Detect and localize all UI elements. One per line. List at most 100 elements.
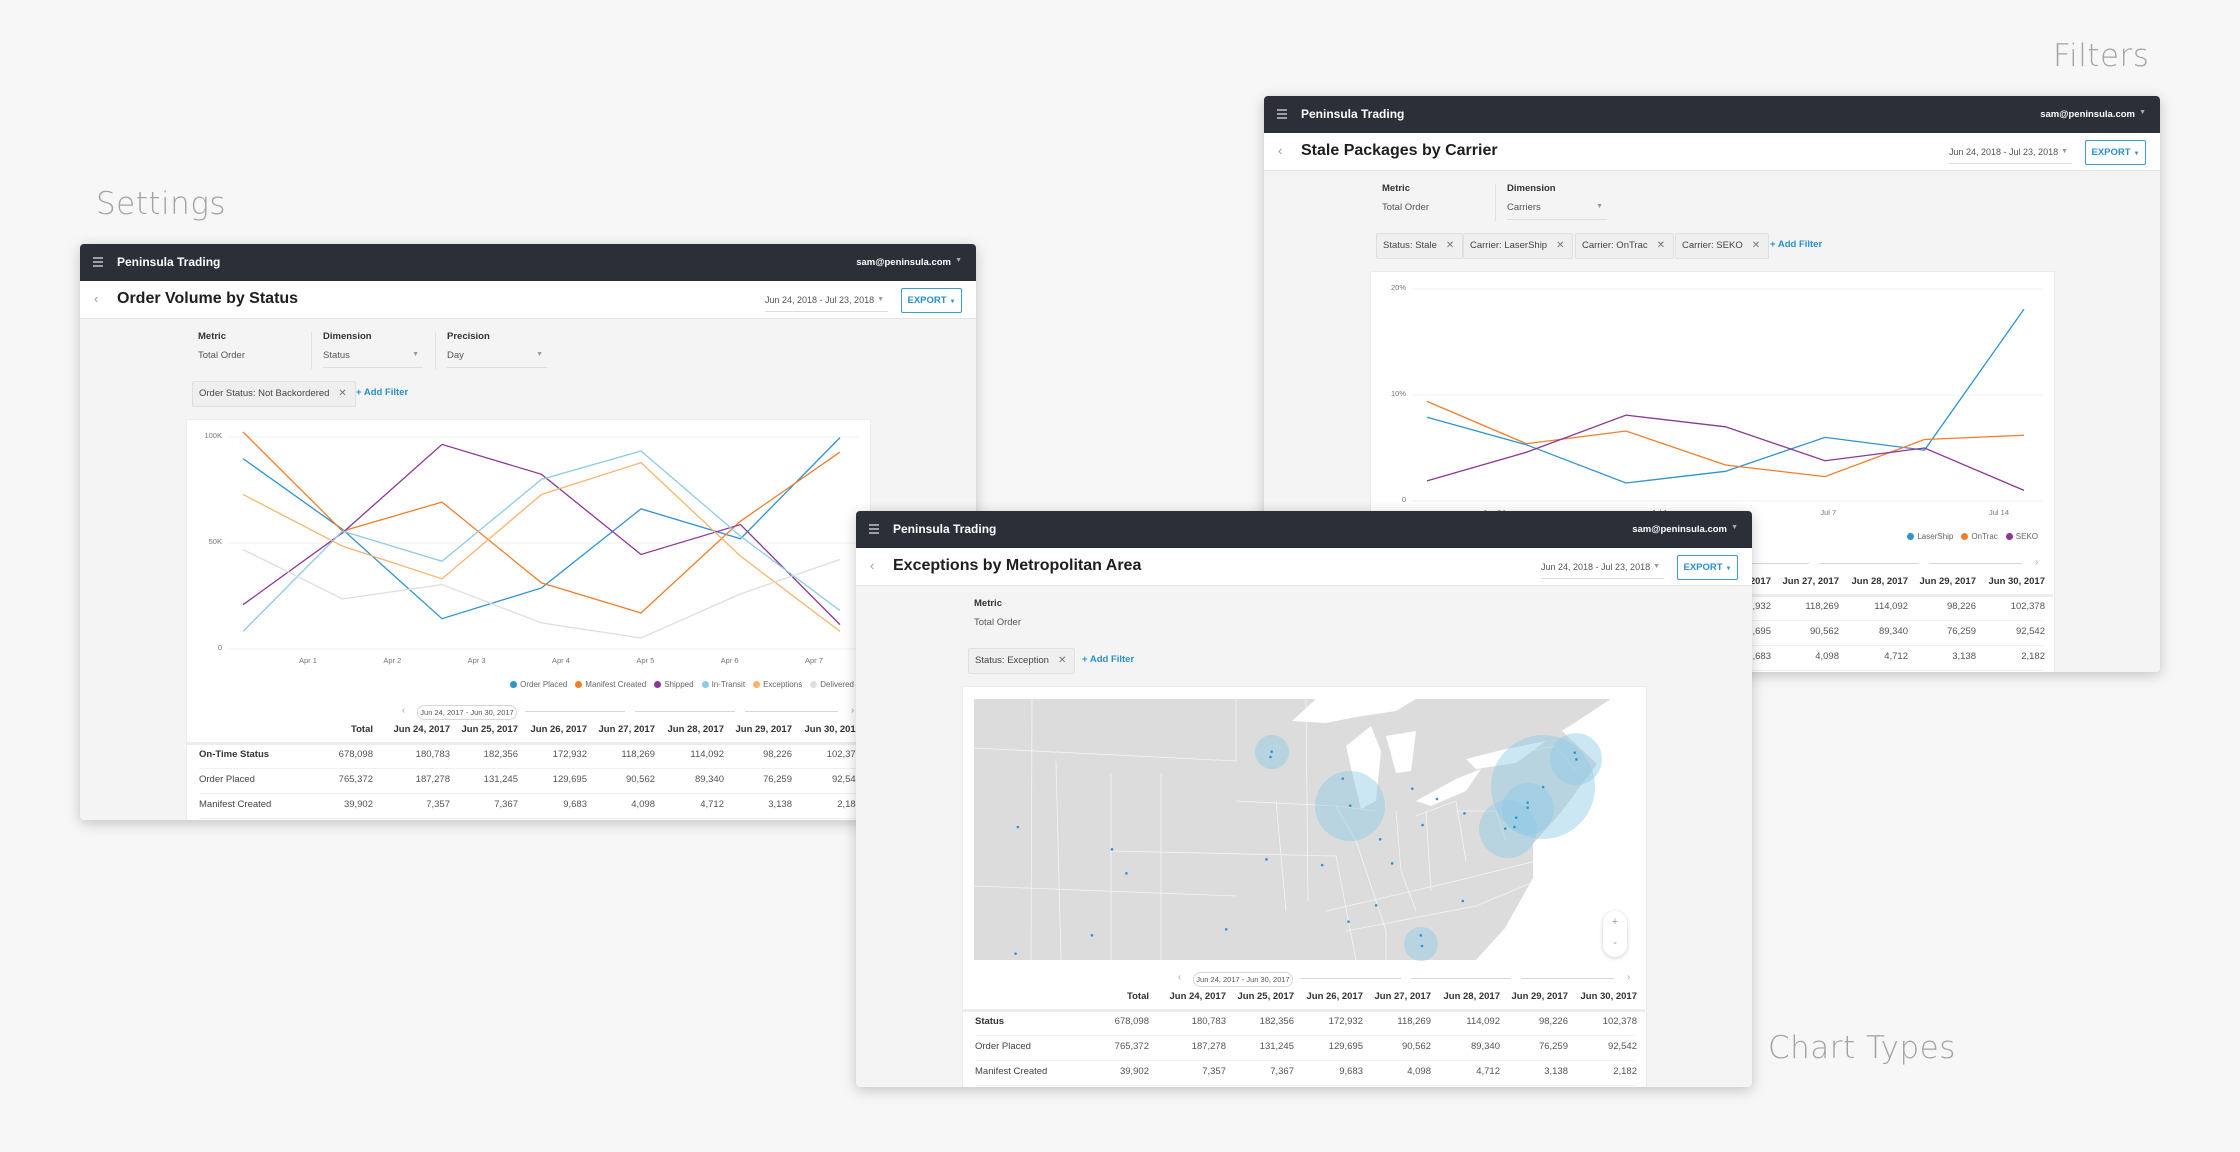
legend-item[interactable]: OnTrac <box>1961 532 1998 541</box>
table-row-divider <box>975 1085 1635 1086</box>
zoom-in-button[interactable]: + <box>1611 916 1619 928</box>
legend-item[interactable]: Order Placed <box>510 680 567 689</box>
series-line-exceptions <box>242 461 841 632</box>
pager-range-label: Jun 24, 2017 - Jun 30, 2017 <box>420 708 514 717</box>
table-cell: 7,367 <box>1270 1066 1294 1077</box>
state-border <box>1335 805 1387 960</box>
legend-item[interactable]: SEKO <box>2005 532 2038 541</box>
table-cell: 187,278 <box>415 774 450 785</box>
remove-filter-x-icon[interactable]: ✕ <box>338 388 347 399</box>
user-account-menu[interactable]: sam@peninsula.com <box>2040 109 2135 120</box>
hamburger-menu-icon[interactable] <box>869 524 879 534</box>
table-cell: 180,783 <box>1191 1016 1226 1027</box>
caret-down-icon[interactable]: ▼ <box>2139 109 2146 116</box>
filter-chip[interactable]: Carrier: SEKO ✕ <box>1675 233 1770 259</box>
caret-down-icon[interactable]: ▼ <box>1731 524 1738 531</box>
legend-label: OnTrac <box>1971 532 1998 541</box>
add-filter-button[interactable]: + Add Filter <box>1082 654 1135 665</box>
legend-item[interactable]: Delivered <box>810 680 854 689</box>
pager-next-chevron-icon[interactable]: › <box>2035 557 2039 568</box>
pager-segment[interactable] <box>1709 563 1809 564</box>
pager-next-chevron-icon[interactable]: › <box>1627 972 1631 983</box>
dimension-select[interactable]: Carriers ▼ <box>1507 202 1607 220</box>
table-cell: 765,372 <box>1114 1041 1149 1052</box>
caret-down-icon: ▼ <box>412 351 419 358</box>
metric-value-text: Total Order <box>198 350 245 361</box>
hamburger-menu-icon[interactable] <box>93 257 103 267</box>
table-cell: 131,245 <box>1259 1041 1294 1052</box>
x-axis-tick-label: Jul 14 <box>1989 508 2010 517</box>
remove-filter-x-icon[interactable]: ✕ <box>1656 240 1666 251</box>
add-filter-button[interactable]: + Add Filter <box>1770 239 1823 250</box>
date-range-select[interactable]: Jun 24, 2018 - Jul 23, 2018 ▼ <box>1949 147 2072 164</box>
table-cell: 9,683 <box>1747 651 1771 662</box>
pager-segment[interactable] <box>1929 563 2022 564</box>
legend-label: SEKO <box>2015 532 2038 541</box>
table-cell: 118,269 <box>1805 601 1839 612</box>
table-column-header: Jun 30, 2017 <box>1988 576 2045 587</box>
filter-chip[interactable]: Carrier: LaserShip ✕ <box>1463 233 1574 259</box>
date-range-select[interactable]: Jun 24, 2018 - Jul 23, 2018 ▼ <box>1541 562 1664 579</box>
filter-chip[interactable]: Carrier: OnTrac ✕ <box>1575 233 1675 259</box>
export-button[interactable]: EXPORT ▼ <box>901 288 962 313</box>
table-cell: 678,098 <box>1114 1016 1149 1027</box>
legend-item[interactable]: LaserShip <box>1907 532 1953 541</box>
pager-segment[interactable] <box>635 711 735 712</box>
export-button[interactable]: EXPORT ▼ <box>1677 555 1738 580</box>
export-button[interactable]: EXPORT ▼ <box>2085 140 2146 165</box>
pager-segment[interactable] <box>1301 978 1401 979</box>
series-line-in-transit <box>242 450 841 632</box>
pager-prev-chevron-icon[interactable]: ‹ <box>402 705 406 716</box>
dimension-select[interactable]: Status ▼ <box>323 350 423 368</box>
legend-label: Manifest Created <box>585 680 647 689</box>
precision-select[interactable]: Day ▼ <box>447 350 547 368</box>
precision-label: Precision <box>447 331 490 342</box>
date-range-select[interactable]: Jun 24, 2018 - Jul 23, 2018 ▼ <box>765 295 888 312</box>
filter-chip[interactable]: Order Status: Not Backordered ✕ <box>192 381 356 407</box>
legend-item[interactable]: Manifest Created <box>575 680 646 689</box>
legend-swatch <box>1907 533 1915 540</box>
pager-range-pill[interactable]: Jun 24, 2017 - Jun 30, 2017 <box>417 705 517 720</box>
legend-item[interactable]: In-Transit <box>701 680 745 689</box>
table-cell: 89,340 <box>694 774 724 785</box>
metro-point <box>1125 872 1128 875</box>
remove-filter-x-icon[interactable]: ✕ <box>1445 240 1455 251</box>
remove-filter-x-icon[interactable]: ✕ <box>1556 240 1565 251</box>
remove-filter-x-icon[interactable]: ✕ <box>1751 240 1761 251</box>
caret-down-icon[interactable]: ▼ <box>955 257 962 264</box>
table-column-header: Jun 29, 2017 <box>1919 576 1976 587</box>
table-cell: 114,092 <box>1874 601 1908 612</box>
metric-value-text: Total Order <box>974 617 1021 628</box>
pager-prev-chevron-icon[interactable]: ‹ <box>1178 972 1182 983</box>
app-name: Peninsula Trading <box>117 255 221 269</box>
remove-filter-x-icon[interactable]: ✕ <box>1057 655 1067 666</box>
legend-item[interactable]: Exceptions <box>753 680 802 689</box>
back-chevron-icon[interactable]: ‹ <box>1278 143 1283 158</box>
filter-chip[interactable]: Status: Stale ✕ <box>1376 233 1464 259</box>
pager-next-chevron-icon[interactable]: › <box>851 705 855 716</box>
table-column-header: Total <box>1127 991 1149 1002</box>
user-account-menu[interactable]: sam@peninsula.com <box>1632 524 1727 535</box>
add-filter-button[interactable]: + Add Filter <box>356 387 409 398</box>
pager-segment[interactable] <box>1411 978 1511 979</box>
back-chevron-icon[interactable]: ‹ <box>870 558 875 573</box>
metro-point <box>1461 899 1465 903</box>
metro-point <box>1265 858 1268 861</box>
user-account-menu[interactable]: sam@peninsula.com <box>856 257 951 268</box>
lake-ontario <box>1466 741 1546 769</box>
hamburger-menu-icon[interactable] <box>1277 109 1287 119</box>
pager-segment[interactable] <box>1521 978 1614 979</box>
metro-point <box>1526 806 1529 809</box>
filter-chip-label: Status: Exception <box>975 655 1049 666</box>
zoom-out-button[interactable]: - <box>1613 937 1617 949</box>
pager-range-pill[interactable]: Jun 24, 2017 - Jun 30, 2017 <box>1193 972 1293 987</box>
filter-chip[interactable]: Status: Exception ✕ <box>968 648 1076 674</box>
table-cell: 102,378 <box>2010 601 2045 612</box>
table-row-label: Order Placed <box>199 774 255 785</box>
back-chevron-icon[interactable]: ‹ <box>94 291 99 306</box>
pager-segment[interactable] <box>745 711 838 712</box>
legend-item[interactable]: Shipped <box>654 680 694 689</box>
pager-segment[interactable] <box>525 711 625 712</box>
pager-segment[interactable] <box>1819 563 1919 564</box>
caret-down-icon: ▼ <box>949 299 956 305</box>
